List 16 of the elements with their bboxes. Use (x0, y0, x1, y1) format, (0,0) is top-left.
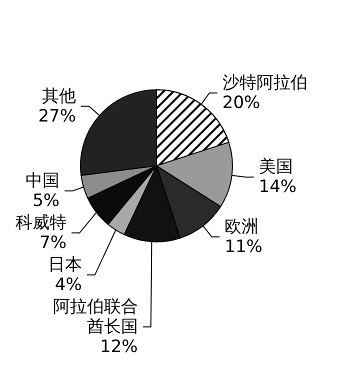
data-label: 14% (258, 177, 297, 198)
data-label: 12% (100, 336, 138, 357)
data-label: 11% (224, 236, 262, 257)
data-label: 27% (38, 106, 76, 126)
slice-label: 欧洲 (224, 216, 259, 237)
slice-label: 沙特阿拉伯 (222, 73, 308, 93)
slice-label: 美国 (258, 157, 293, 178)
slice-label: 科威特 (16, 212, 67, 233)
data-label: 5% (32, 190, 60, 211)
slice-label: 中国 (26, 170, 60, 191)
slice-label: 其他 (42, 86, 76, 106)
slice-label: 阿拉伯联合酋长国 (52, 296, 138, 337)
data-label: 7% (40, 232, 67, 253)
data-label: 20% (222, 93, 260, 113)
data-label: 4% (54, 274, 82, 295)
slice-label: 日本 (48, 254, 82, 275)
